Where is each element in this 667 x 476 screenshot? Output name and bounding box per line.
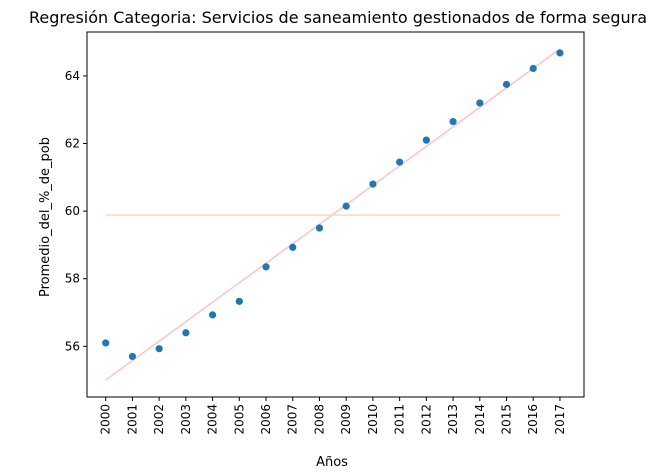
y-tick-label: 56 xyxy=(65,339,80,353)
data-point-2013 xyxy=(449,117,457,126)
data-point-2002 xyxy=(155,345,163,353)
y-tick-label: 58 xyxy=(65,272,80,286)
data-point-2009 xyxy=(342,202,350,210)
x-tick-label: 2008 xyxy=(312,404,326,435)
x-tick-label: 2011 xyxy=(393,404,407,435)
plot-area xyxy=(102,48,564,381)
data-point-2007 xyxy=(289,243,297,251)
data-point-2001 xyxy=(128,352,137,361)
x-tick-label: 2014 xyxy=(473,404,487,435)
x-tick-label: 2015 xyxy=(500,404,514,435)
x-tick-label: 2001 xyxy=(125,404,139,435)
data-point-2010 xyxy=(369,180,377,188)
x-tick-label: 2009 xyxy=(339,404,353,435)
chart-title: Regresión Categoria: Servicios de saneam… xyxy=(29,8,647,27)
y-axis: 56 58 60 62 64 xyxy=(65,69,87,353)
x-tick-label: 2016 xyxy=(526,404,540,435)
data-point-2014 xyxy=(476,99,484,107)
x-tick-label: 2004 xyxy=(206,404,220,435)
data-point-2011 xyxy=(396,158,404,166)
x-tick-label: 2017 xyxy=(553,404,567,435)
x-tick-label: 2006 xyxy=(259,404,273,435)
x-tick-label: 2010 xyxy=(366,404,380,435)
x-tick-label: 2012 xyxy=(419,404,433,435)
data-point-2003 xyxy=(182,329,190,337)
y-axis-label: Promedio_del_%_de_pob xyxy=(38,137,53,297)
data-point-2004 xyxy=(208,311,217,319)
x-axis: 2000 2001 2002 2003 2004 2005 2006 2007 2008 2009… xyxy=(99,397,567,435)
x-tick-label: 2007 xyxy=(286,404,300,435)
data-point-2005 xyxy=(235,297,243,305)
x-tick-label: 2005 xyxy=(232,404,246,435)
data-point-2006 xyxy=(262,263,270,271)
data-point-2000 xyxy=(102,339,110,347)
data-point-2008 xyxy=(315,224,324,232)
x-axis-label: Años xyxy=(316,455,348,470)
data-point-2015 xyxy=(502,80,511,88)
data-point-2016 xyxy=(529,64,537,73)
y-tick-label: 62 xyxy=(65,137,80,151)
x-tick-label: 2003 xyxy=(179,404,193,435)
data-point-2017 xyxy=(556,49,564,57)
plot-frame xyxy=(86,31,585,398)
x-tick-label: 2000 xyxy=(99,404,113,435)
x-tick-label: 2013 xyxy=(446,404,460,435)
y-tick-label: 64 xyxy=(65,69,80,83)
data-point-2012 xyxy=(422,136,430,144)
y-tick-label: 60 xyxy=(65,204,80,218)
x-tick-label: 2002 xyxy=(152,404,166,435)
